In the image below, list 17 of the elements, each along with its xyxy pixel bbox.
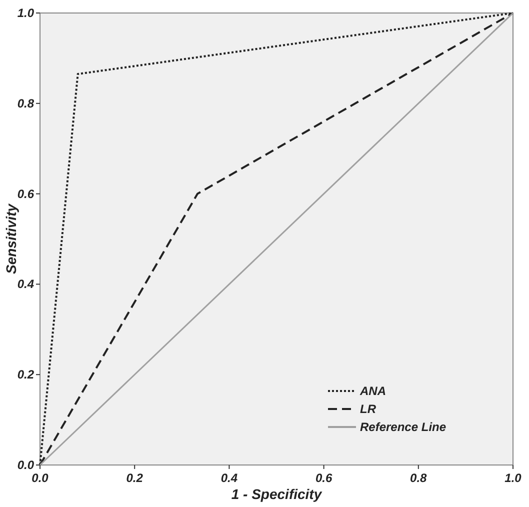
y-tick-label: 0.6: [17, 186, 34, 201]
x-axis-title: 1 - Specificity: [231, 486, 323, 502]
legend-label: LR: [360, 402, 376, 416]
legend-label: ANA: [359, 384, 386, 398]
x-tick-label: 0.8: [410, 471, 428, 485]
y-tick-label: 0.8: [17, 96, 34, 110]
y-tick-label: 0.4: [17, 277, 34, 292]
y-tick-label: 0.0: [17, 458, 34, 472]
x-tick-label: 0.0: [32, 471, 49, 485]
legend-label: Reference Line: [360, 420, 446, 434]
x-tick-label: 0.6: [315, 471, 332, 485]
y-tick-label: 0.2: [17, 368, 34, 382]
x-tick-label: 0.4: [220, 471, 238, 485]
y-tick-label: 1.0: [17, 6, 34, 20]
x-tick-label: 0.2: [126, 471, 144, 485]
y-axis-title: Sensitivity: [3, 202, 19, 274]
x-tick-label: 1.0: [504, 471, 522, 485]
